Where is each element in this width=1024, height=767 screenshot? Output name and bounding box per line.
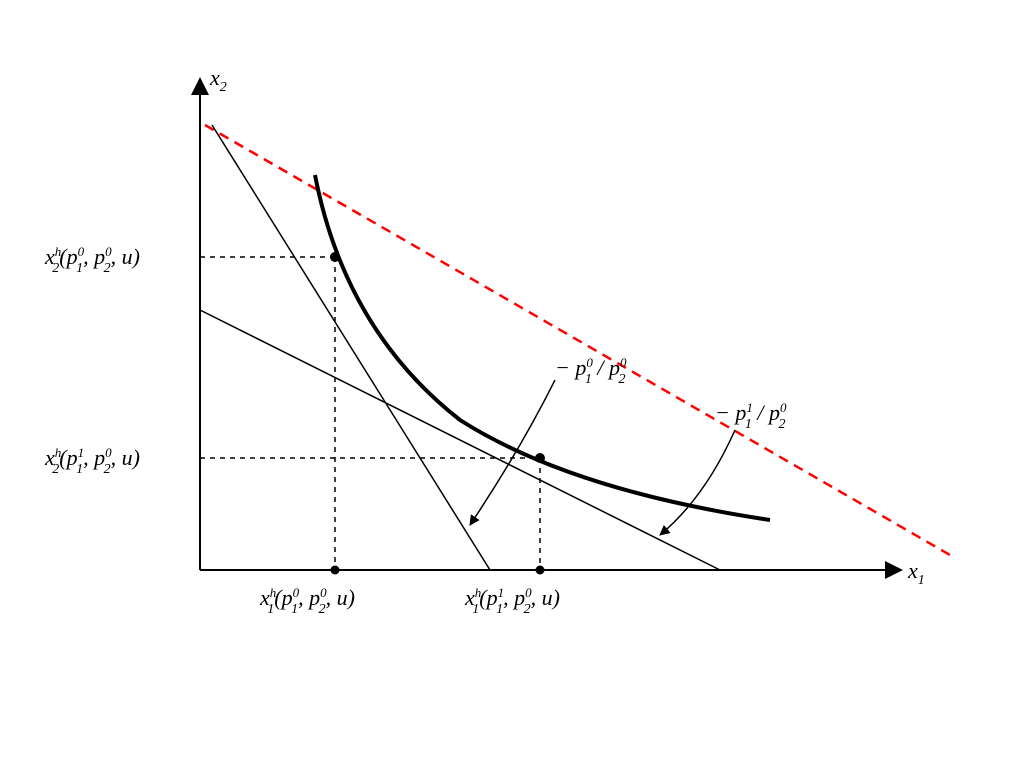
hicksian-label-b-x: xh1(p11, p02, u) <box>464 585 560 617</box>
y-axis-label: x2 <box>209 65 227 95</box>
axis-marker-a-x <box>331 566 340 575</box>
hicksian-label-a-y: xh2(p01, p02, u) <box>44 244 140 276</box>
slope-label-flat: − p11 / p02 <box>715 400 787 432</box>
x-axis-label: x1 <box>907 558 925 588</box>
tangency-point-a <box>330 252 340 262</box>
budget-line-steep <box>212 125 490 570</box>
budget-line-flat <box>200 310 720 570</box>
slope-label-steep: − p01 / p02 <box>555 355 627 387</box>
economics-diagram: x1 x2 − p01 / p02 − p11 / p02 xh2(p01, p… <box>0 0 1024 767</box>
axis-marker-b-x <box>536 566 545 575</box>
slope-pointer-flat <box>660 430 735 535</box>
tangency-point-b <box>535 453 545 463</box>
hicksian-label-b-y: xh2(p11, p02, u) <box>44 445 140 477</box>
hicksian-label-a-x: xh1(p01, p02, u) <box>259 585 355 617</box>
slope-pointer-steep <box>470 380 555 525</box>
